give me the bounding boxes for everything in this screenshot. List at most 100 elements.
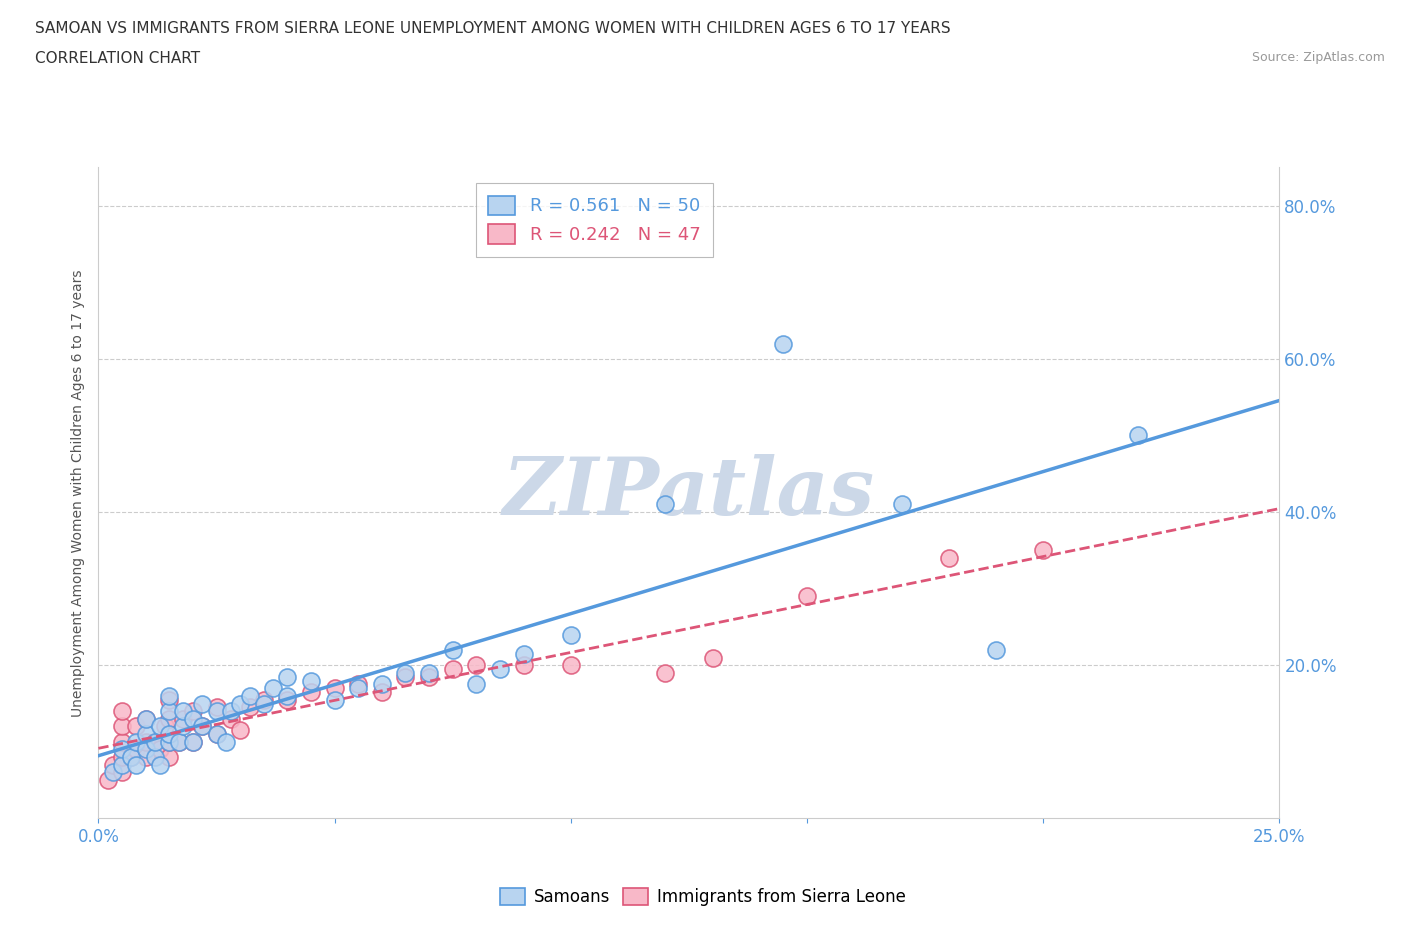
Point xyxy=(299,673,322,688)
Point xyxy=(560,627,582,642)
Point xyxy=(125,719,148,734)
Point xyxy=(121,750,143,764)
Point xyxy=(143,750,166,764)
Point xyxy=(219,704,242,719)
Point xyxy=(654,497,676,512)
Point xyxy=(371,684,394,699)
Point xyxy=(125,742,148,757)
Point xyxy=(172,704,194,719)
Point xyxy=(101,757,124,772)
Point xyxy=(560,658,582,672)
Point xyxy=(205,704,228,719)
Point xyxy=(181,735,204,750)
Point xyxy=(125,735,148,750)
Point xyxy=(262,681,284,696)
Legend: Samoans, Immigrants from Sierra Leone: Samoans, Immigrants from Sierra Leone xyxy=(494,881,912,912)
Point xyxy=(135,750,157,764)
Point xyxy=(512,646,534,661)
Point xyxy=(1126,428,1149,443)
Point xyxy=(890,497,912,512)
Point xyxy=(149,719,172,734)
Point xyxy=(143,735,166,750)
Point xyxy=(489,661,512,676)
Text: SAMOAN VS IMMIGRANTS FROM SIERRA LEONE UNEMPLOYMENT AMONG WOMEN WITH CHILDREN AG: SAMOAN VS IMMIGRANTS FROM SIERRA LEONE U… xyxy=(35,21,950,36)
Point xyxy=(654,666,676,681)
Point xyxy=(111,757,134,772)
Text: Source: ZipAtlas.com: Source: ZipAtlas.com xyxy=(1251,51,1385,64)
Point xyxy=(167,735,190,750)
Point xyxy=(229,696,252,711)
Point xyxy=(172,711,194,726)
Point xyxy=(149,742,172,757)
Point xyxy=(149,757,172,772)
Point xyxy=(135,711,157,726)
Point xyxy=(135,711,157,726)
Point xyxy=(153,719,176,734)
Point xyxy=(111,735,134,750)
Point xyxy=(205,700,228,715)
Point xyxy=(172,719,194,734)
Point xyxy=(135,726,157,741)
Point xyxy=(215,735,238,750)
Point xyxy=(938,551,960,565)
Point xyxy=(229,723,252,737)
Point xyxy=(111,750,134,764)
Point xyxy=(191,696,214,711)
Point xyxy=(121,750,143,764)
Point xyxy=(984,643,1007,658)
Point xyxy=(157,688,180,703)
Point xyxy=(239,700,262,715)
Point xyxy=(394,666,416,681)
Point xyxy=(191,719,214,734)
Point xyxy=(418,670,440,684)
Point xyxy=(157,735,180,750)
Point xyxy=(111,719,134,734)
Point xyxy=(418,666,440,681)
Point xyxy=(347,681,370,696)
Point xyxy=(157,711,180,726)
Point xyxy=(239,688,262,703)
Point xyxy=(772,336,794,351)
Point xyxy=(167,735,190,750)
Point xyxy=(371,677,394,692)
Point xyxy=(276,692,298,707)
Point xyxy=(512,658,534,672)
Point xyxy=(143,735,166,750)
Point xyxy=(219,711,242,726)
Point xyxy=(323,692,346,707)
Point xyxy=(157,726,180,741)
Point xyxy=(702,650,724,665)
Point xyxy=(135,742,157,757)
Point xyxy=(205,726,228,741)
Point xyxy=(276,688,298,703)
Legend: R = 0.561   N = 50, R = 0.242   N = 47: R = 0.561 N = 50, R = 0.242 N = 47 xyxy=(475,183,713,257)
Point xyxy=(323,681,346,696)
Point xyxy=(441,643,464,658)
Point xyxy=(101,765,124,780)
Point xyxy=(157,750,180,764)
Point xyxy=(465,677,488,692)
Text: ZIPatlas: ZIPatlas xyxy=(503,454,875,532)
Point xyxy=(111,765,134,780)
Point xyxy=(299,684,322,699)
Point xyxy=(111,742,134,757)
Point xyxy=(125,757,148,772)
Text: CORRELATION CHART: CORRELATION CHART xyxy=(35,51,200,66)
Point xyxy=(465,658,488,672)
Point xyxy=(157,704,180,719)
Point xyxy=(796,589,818,604)
Point xyxy=(97,773,120,788)
Point xyxy=(111,704,134,719)
Point xyxy=(347,677,370,692)
Point xyxy=(157,735,180,750)
Point xyxy=(253,692,276,707)
Point xyxy=(181,704,204,719)
Point xyxy=(205,726,228,741)
Point xyxy=(181,711,204,726)
Y-axis label: Unemployment Among Women with Children Ages 6 to 17 years: Unemployment Among Women with Children A… xyxy=(72,269,86,717)
Point xyxy=(276,670,298,684)
Point xyxy=(394,670,416,684)
Point xyxy=(157,692,180,707)
Point xyxy=(181,735,204,750)
Point xyxy=(1032,543,1054,558)
